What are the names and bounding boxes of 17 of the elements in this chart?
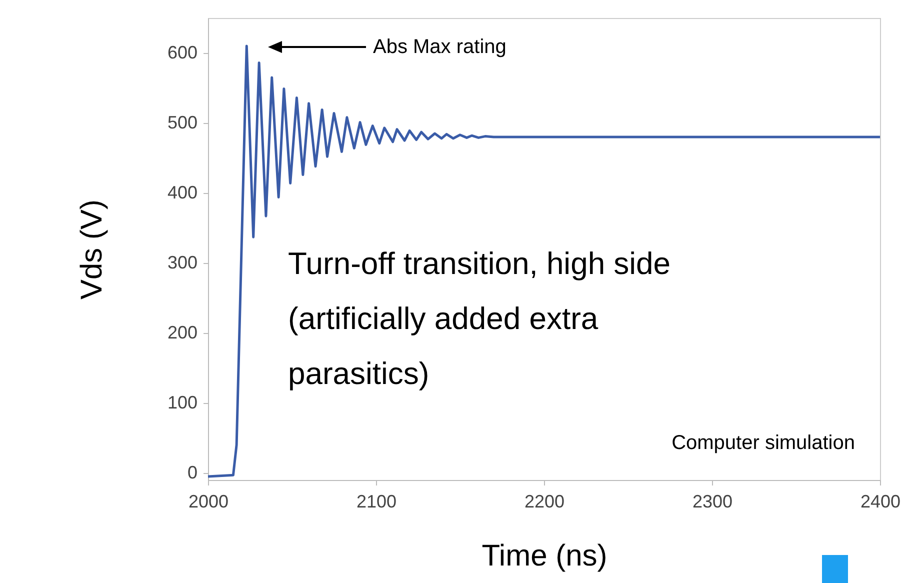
x-tick-label: 2000: [188, 492, 229, 512]
y-tick-label: 200: [167, 322, 198, 342]
y-axis-title: Vds (V): [75, 199, 108, 300]
y-tick-label: 100: [167, 392, 198, 412]
x-tick-label: 2400: [860, 492, 901, 512]
y-tick-label: 500: [167, 112, 198, 132]
y-tick-label: 0: [187, 462, 198, 482]
annotation: Abs Max rating: [373, 36, 506, 58]
x-tick-label: 2300: [692, 492, 733, 512]
annotation: Computer simulation: [672, 432, 855, 454]
x-tick-label: 2200: [524, 492, 565, 512]
x-tick-label: 2100: [356, 492, 397, 512]
y-tick-label: 600: [167, 42, 198, 62]
y-tick-label: 300: [167, 252, 198, 272]
x-axis-title: Time (ns): [482, 540, 608, 572]
y-tick-label: 400: [167, 182, 198, 202]
annotation: Turn-off transition, high side (artificially added extra parasitics): [288, 246, 671, 391]
